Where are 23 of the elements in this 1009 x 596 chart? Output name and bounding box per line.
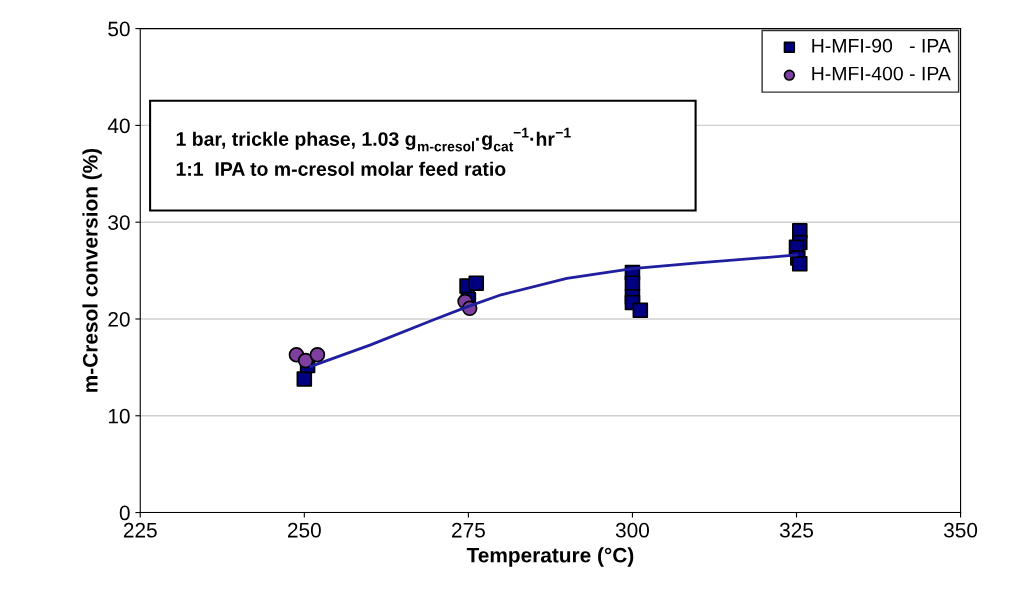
point	[309, 347, 326, 363]
y-axis-title: m-Cresol conversion (%)	[82, 148, 102, 392]
x-tick-label: 225	[123, 522, 157, 538]
x-tick-label: 325	[779, 522, 814, 538]
x-tick-label: 250	[287, 522, 321, 538]
y-tick-label: 40	[107, 118, 130, 134]
point	[632, 302, 649, 319]
x-tick-label: 300	[615, 522, 650, 538]
point	[296, 371, 313, 387]
point	[468, 275, 485, 291]
point	[792, 256, 808, 272]
point	[297, 352, 314, 369]
x-tick-label: 350	[943, 522, 978, 538]
legend-label: H-MFI-90 - IPA	[812, 38, 951, 53]
x-axis-title: Temperature (°C)	[466, 547, 634, 567]
legend-label: H-MFI-400 - IPA	[812, 66, 951, 81]
y-tick-label: 20	[108, 311, 130, 327]
x-tick-label: 275	[452, 522, 485, 538]
y-tick-label: 10	[108, 408, 130, 424]
y-tick-label: 30	[108, 215, 130, 230]
y-tick-label: 0	[119, 505, 130, 521]
annotation: 1:1 IPA to m-cresol molar feed ratio	[176, 161, 506, 176]
y-tick-label: 50	[108, 21, 130, 37]
